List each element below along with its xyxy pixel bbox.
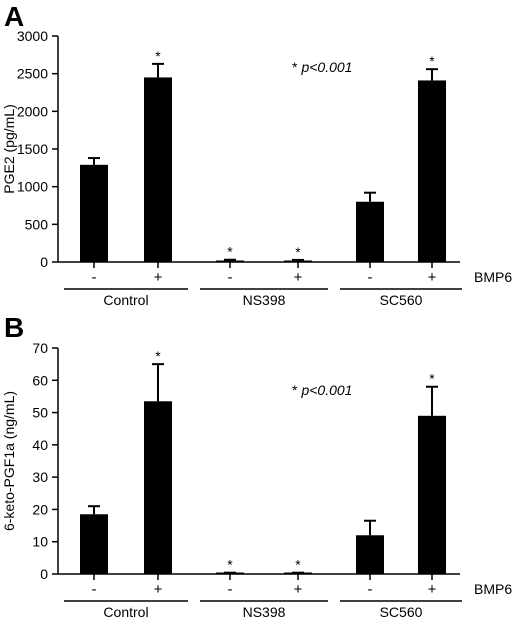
bar [356, 535, 384, 574]
bar [284, 260, 312, 262]
bar [356, 201, 384, 262]
treatment-label: BMP6 [474, 269, 512, 285]
y-tick-label: 2500 [17, 66, 48, 82]
bar [80, 164, 108, 262]
significance-note-star: * [292, 59, 298, 75]
significance-note: * p<0.001 [292, 59, 352, 75]
significance-star: * [155, 348, 161, 364]
y-tick-label: 20 [32, 501, 48, 517]
y-tick-label: 0 [40, 254, 48, 270]
bar [216, 260, 244, 262]
treatment-sign: - [92, 269, 97, 286]
significance-star: * [429, 371, 435, 387]
y-tick-label: 60 [32, 372, 48, 388]
treatment-sign: - [228, 269, 233, 286]
treatment-sign: + [154, 269, 163, 286]
y-tick-label: 1000 [17, 179, 48, 195]
y-tick-label: 1500 [17, 141, 48, 157]
bar [144, 77, 172, 262]
treatment-sign: + [294, 581, 303, 598]
significance-star: * [227, 244, 233, 260]
treatment-sign: + [154, 581, 163, 598]
group-label: NS398 [243, 604, 286, 617]
treatment-sign: - [368, 581, 373, 598]
group-label: SC560 [380, 604, 423, 617]
y-tick-label: 10 [32, 534, 48, 550]
y-tick-label: 40 [32, 437, 48, 453]
bar [144, 401, 172, 574]
treatment-label: BMP6 [474, 581, 512, 597]
y-tick-label: 2000 [17, 103, 48, 119]
group-label: NS398 [243, 292, 286, 308]
y-tick-label: 70 [32, 340, 48, 356]
significance-note: * p<0.001 [292, 382, 352, 398]
significance-star: * [429, 53, 435, 69]
y-axis-label: PGE2 (pg/mL) [1, 104, 17, 193]
y-axis-label: 6-keto-PGF1a (ng/mL) [1, 391, 17, 531]
y-tick-label: 50 [32, 405, 48, 421]
significance-note-p: p<0.001 [300, 59, 352, 75]
group-label: Control [103, 292, 148, 308]
group-label: SC560 [380, 292, 423, 308]
significance-star: * [227, 557, 233, 573]
treatment-sign: + [428, 581, 437, 598]
chart-panel-a: A 0 500 1000 1500 2000 2500 3000 PGE2 (pg/mL) - * +… [1, 1, 512, 308]
treatment-sign: + [294, 269, 303, 286]
chart-panel-b: B 0 10 20 30 40 50 60 70 6-keto-PGF1a (ng/mL) - * + *… [1, 312, 512, 617]
y-tick-label: 3000 [17, 28, 48, 44]
treatment-sign: - [92, 581, 97, 598]
bar [418, 80, 446, 263]
treatment-sign: + [428, 269, 437, 286]
treatment-sign: - [368, 269, 373, 286]
group-label: Control [103, 604, 148, 617]
significance-star: * [295, 557, 301, 573]
significance-star: * [295, 244, 301, 260]
bar [80, 514, 108, 574]
y-tick-label: 0 [40, 566, 48, 582]
bar [418, 415, 446, 574]
y-tick-label: 30 [32, 469, 48, 485]
panel-letter: A [4, 1, 24, 32]
significance-star: * [155, 48, 161, 64]
significance-note-p: p<0.001 [300, 382, 352, 398]
significance-note-star: * [292, 382, 298, 398]
y-tick-label: 500 [25, 216, 49, 232]
panel-letter: B [4, 312, 24, 343]
treatment-sign: - [228, 581, 233, 598]
